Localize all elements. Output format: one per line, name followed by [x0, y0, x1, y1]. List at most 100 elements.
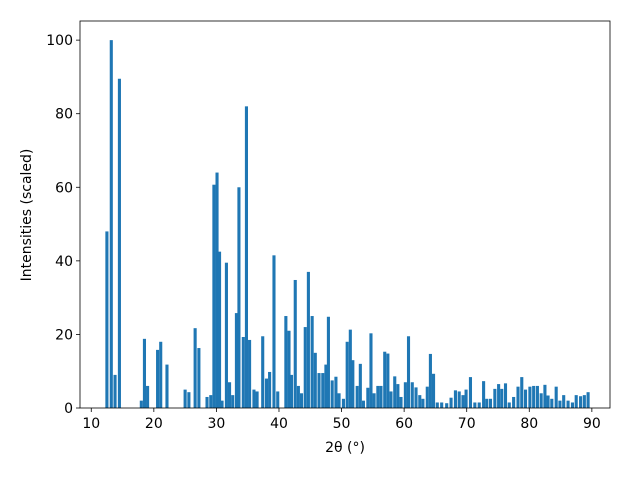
- bar: [523, 389, 528, 408]
- bar: [234, 313, 238, 408]
- bar: [237, 187, 241, 408]
- bar: [512, 396, 516, 408]
- bar: [461, 395, 465, 408]
- bar: [403, 382, 407, 408]
- bar: [431, 373, 436, 408]
- bar: [516, 386, 520, 408]
- bar: [376, 385, 380, 408]
- bar: [264, 378, 269, 408]
- bar: [324, 364, 328, 408]
- plot-frame: [79, 20, 611, 409]
- x-tick-label: 10: [82, 416, 100, 432]
- bar: [428, 353, 432, 408]
- bar: [209, 395, 213, 408]
- bar: [156, 349, 160, 408]
- bar: [507, 402, 511, 408]
- bar: [497, 384, 501, 408]
- bar: [296, 385, 300, 408]
- x-tick-label: 80: [520, 416, 538, 432]
- bar: [546, 395, 550, 408]
- bar: [355, 385, 359, 408]
- bar: [396, 384, 400, 408]
- bar: [248, 339, 252, 408]
- bar: [341, 398, 345, 408]
- bar: [187, 392, 191, 408]
- bar: [389, 391, 393, 408]
- x-tick-label: 70: [458, 416, 476, 432]
- bar: [418, 395, 422, 408]
- bar: [500, 388, 504, 408]
- x-tick-label: 40: [270, 416, 288, 432]
- bar: [276, 391, 280, 408]
- bar: [244, 106, 248, 408]
- bar: [543, 384, 547, 408]
- bar: [348, 329, 352, 408]
- bar: [488, 398, 493, 408]
- bar: [358, 363, 362, 408]
- bar: [109, 40, 113, 409]
- x-tick-label: 20: [145, 416, 163, 432]
- bar: [303, 327, 307, 408]
- bar: [453, 390, 457, 408]
- bar: [197, 348, 201, 408]
- bar: [284, 316, 288, 408]
- bar: [334, 376, 338, 408]
- bar: [287, 330, 291, 408]
- bar: [535, 385, 539, 408]
- bar: [289, 374, 294, 408]
- bar: [268, 371, 272, 408]
- bar: [113, 374, 117, 408]
- bar: [159, 341, 163, 408]
- bar: [528, 386, 532, 408]
- bar: [165, 364, 169, 408]
- bar: [406, 336, 411, 408]
- bar: [293, 279, 297, 408]
- bar: [566, 400, 570, 408]
- bar: [215, 172, 219, 408]
- y-tick-label: 0: [64, 401, 73, 417]
- bar: [369, 333, 373, 408]
- bar: [393, 376, 397, 408]
- bar: [570, 402, 575, 408]
- bar: [361, 400, 366, 408]
- bar: [473, 402, 477, 408]
- bar: [383, 351, 387, 408]
- bar: [351, 360, 355, 408]
- bar: [261, 336, 265, 408]
- bar: [586, 392, 590, 408]
- bar: [224, 262, 228, 408]
- bar: [310, 316, 314, 408]
- bar: [212, 184, 216, 408]
- x-axis-label: 2θ (°): [325, 440, 365, 456]
- bar: [449, 397, 453, 408]
- bar: [372, 393, 376, 408]
- bar: [425, 386, 429, 408]
- bar: [503, 383, 508, 408]
- bar: [379, 385, 383, 408]
- bar: [330, 380, 334, 408]
- bar: [272, 255, 276, 408]
- bar: [220, 400, 224, 408]
- x-tick-label: 50: [333, 416, 351, 432]
- bar: [255, 391, 259, 408]
- bar: [321, 373, 325, 408]
- bar: [317, 373, 321, 408]
- bar: [117, 78, 121, 408]
- bar: [477, 402, 481, 408]
- bar: [558, 400, 562, 408]
- bar: [105, 231, 109, 408]
- bar: [386, 353, 390, 408]
- bar: [299, 393, 304, 408]
- bar: [493, 388, 497, 408]
- bar: [414, 387, 418, 408]
- bar: [485, 398, 489, 408]
- bar: [539, 393, 543, 408]
- bar: [554, 386, 558, 408]
- bar: [532, 385, 536, 408]
- bar: [582, 395, 586, 408]
- y-tick-label: 80: [55, 107, 73, 123]
- bar: [399, 396, 403, 408]
- bar: [337, 393, 341, 408]
- y-tick-label: 60: [55, 180, 73, 196]
- x-tick-label: 30: [207, 416, 225, 432]
